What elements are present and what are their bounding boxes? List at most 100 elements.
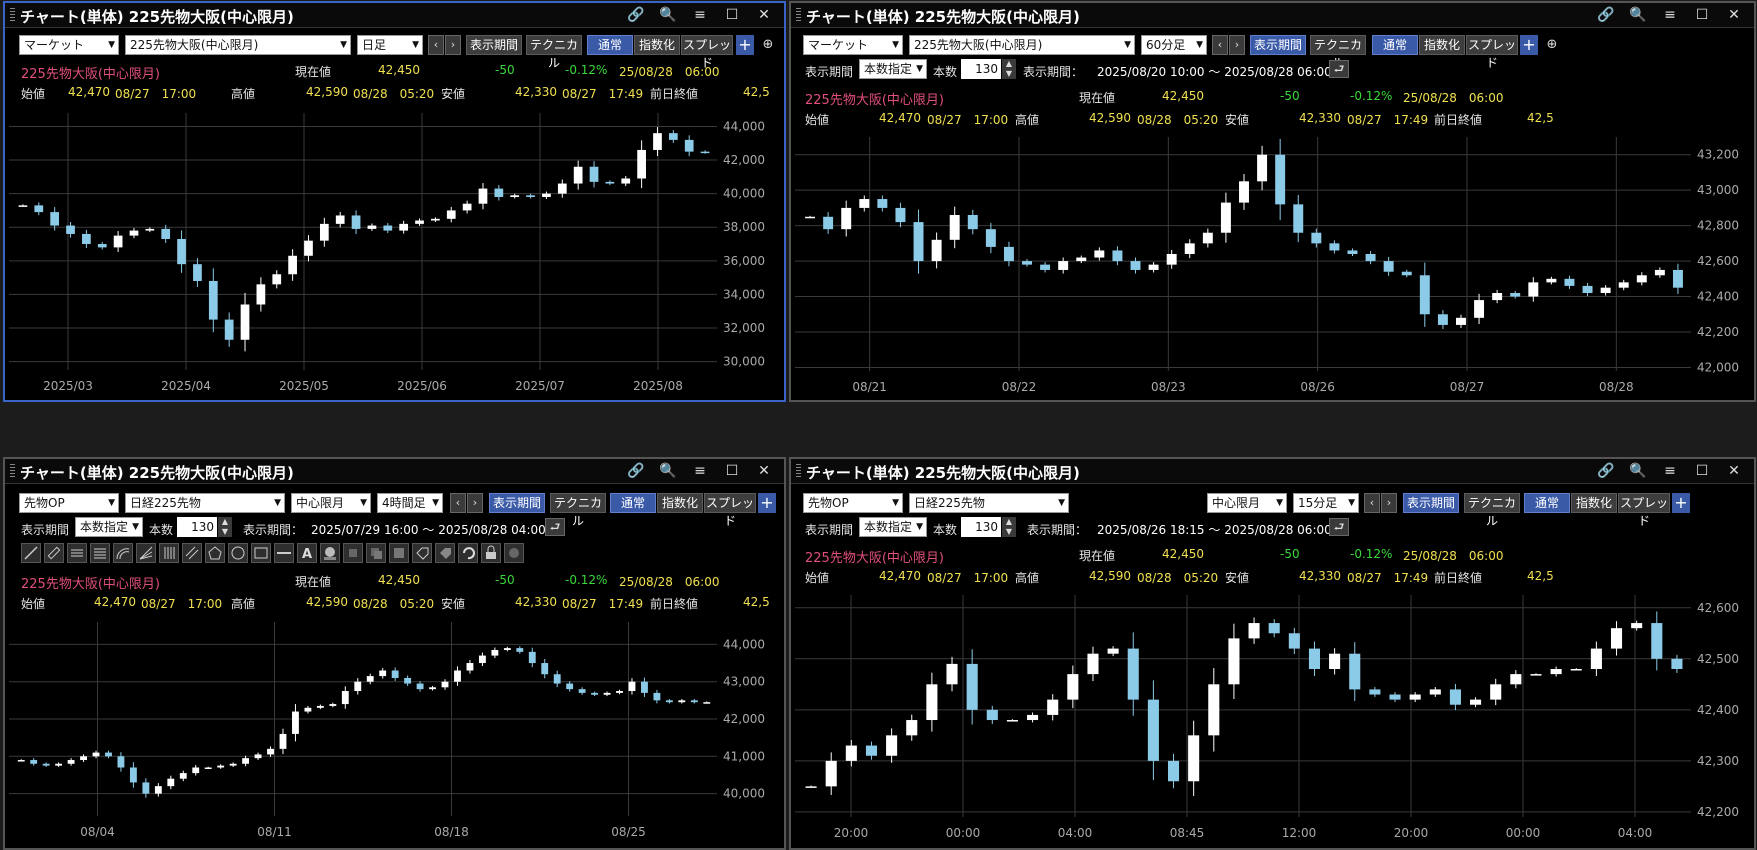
reload-icon[interactable]: ⮐ xyxy=(1329,518,1349,536)
panel-titlebar[interactable]: チャート(単体) 225先物大阪(中心限月) 🔗 🔍 ≡ ☐ ✕ xyxy=(5,459,784,484)
display-period-button[interactable]: 表示期間 xyxy=(1403,493,1459,513)
drag-grip-icon[interactable] xyxy=(10,8,15,22)
search-icon[interactable]: 🔍 xyxy=(659,7,677,23)
menu-icon[interactable]: ≡ xyxy=(1664,463,1676,479)
technical-button[interactable]: テクニカル xyxy=(1310,35,1366,70)
menu-icon[interactable]: ≡ xyxy=(1664,7,1676,23)
hline-tool-icon[interactable] xyxy=(67,543,87,563)
arc-tool-icon[interactable] xyxy=(113,543,133,563)
search-icon[interactable]: 🔍 xyxy=(659,463,677,479)
text-tool-icon[interactable]: A xyxy=(297,543,317,563)
symbol-select[interactable]: 225先物大阪(中心限月) ▼ xyxy=(909,35,1135,55)
vlines-tool-icon[interactable] xyxy=(159,543,179,563)
index-button[interactable]: 指数化 xyxy=(1419,35,1465,55)
add-icon[interactable]: + xyxy=(758,493,776,513)
market-select[interactable]: 先物OP ▼ xyxy=(803,493,903,513)
market-select[interactable]: マーケット ▼ xyxy=(19,35,119,55)
link-icon[interactable]: 🔗 xyxy=(627,463,645,479)
spread-button[interactable]: スプレッド xyxy=(1466,35,1518,70)
price-tool-icon[interactable] xyxy=(435,543,455,563)
symbol-select[interactable]: 日経225先物 ▼ xyxy=(125,493,285,513)
candlestick-chart[interactable]: 44,000 43,000 42,000 41,000 40,000 08/04 08/11… xyxy=(5,614,784,846)
next-arrow-icon[interactable]: › xyxy=(1229,35,1245,55)
circle-tool-icon[interactable] xyxy=(228,543,248,563)
normal-button[interactable]: 通常 xyxy=(610,493,656,513)
lock-tool-icon[interactable] xyxy=(481,543,501,563)
search-icon[interactable]: 🔍 xyxy=(1629,7,1647,23)
next-arrow-icon[interactable]: › xyxy=(445,35,461,55)
bars-input[interactable]: 130 xyxy=(961,517,1001,537)
display-period-button[interactable]: 表示期間 xyxy=(1250,35,1306,55)
chart-panel-daily[interactable]: チャート(単体) 225先物大阪(中心限月) 🔗 🔍 ≡ ☐ ✕ マーケット ▼ … xyxy=(3,1,786,402)
search-icon[interactable]: 🔍 xyxy=(1629,463,1647,479)
fan-tool-icon[interactable] xyxy=(136,543,156,563)
market-select[interactable]: 先物OP ▼ xyxy=(19,493,119,513)
reload-icon[interactable]: ⮐ xyxy=(545,518,565,536)
maximize-icon[interactable]: ☐ xyxy=(1695,7,1709,23)
bars-input[interactable]: 130 xyxy=(177,517,217,537)
add-icon[interactable]: + xyxy=(1672,493,1690,513)
close-icon[interactable]: ✕ xyxy=(1728,463,1740,479)
menu-icon[interactable]: ≡ xyxy=(694,463,706,479)
close-icon[interactable]: ✕ xyxy=(758,7,770,23)
dash-tool-icon[interactable] xyxy=(274,543,294,563)
market-select[interactable]: マーケット ▼ xyxy=(803,35,903,55)
menu-icon[interactable]: ≡ xyxy=(694,7,706,23)
timeframe-select[interactable]: 4時間足 ▼ xyxy=(377,493,443,513)
contract-select[interactable]: 中心限月 ▼ xyxy=(1207,493,1287,513)
add-icon[interactable]: + xyxy=(1520,35,1538,55)
bars-stepper-icon[interactable]: ▲ ▼ xyxy=(1002,517,1016,537)
symbol-select[interactable]: 日経225先物 ▼ xyxy=(909,493,1069,513)
contract-select[interactable]: 中心限月 ▼ xyxy=(291,493,371,513)
pentagon-tool-icon[interactable] xyxy=(205,543,225,563)
panel-titlebar[interactable]: チャート(単体) 225先物大阪(中心限月) 🔗 🔍 ≡ ☐ ✕ xyxy=(791,3,1754,28)
prev-arrow-icon[interactable]: ‹ xyxy=(428,35,444,55)
reload-icon[interactable]: ⮐ xyxy=(1329,60,1349,78)
index-button[interactable]: 指数化 xyxy=(1571,493,1617,513)
add-icon[interactable]: + xyxy=(736,35,754,55)
chart-panel-4hour[interactable]: チャート(単体) 225先物大阪(中心限月) 🔗 🔍 ≡ ☐ ✕ 先物OP ▼ 日… xyxy=(3,457,786,850)
display-period-button[interactable]: 表示期間 xyxy=(489,493,545,513)
normal-button[interactable]: 通常 xyxy=(1372,35,1418,55)
prev-arrow-icon[interactable]: ‹ xyxy=(1212,35,1228,55)
timeframe-select[interactable]: 日足 ▼ xyxy=(357,35,423,55)
timeframe-select[interactable]: 15分足 ▼ xyxy=(1293,493,1359,513)
tag-tool-icon[interactable] xyxy=(412,543,432,563)
zoom-icon[interactable]: ⊕ xyxy=(1546,37,1558,52)
next-arrow-icon[interactable]: › xyxy=(1381,493,1397,513)
candlestick-chart[interactable]: 42,600 42,500 42,400 42,300 42,200 20:00 00:00… xyxy=(791,587,1754,847)
symbol-select[interactable]: 225先物大阪(中心限月) ▼ xyxy=(125,35,351,55)
erase-tool-icon[interactable] xyxy=(389,543,409,563)
index-button[interactable]: 指数化 xyxy=(657,493,703,513)
prev-arrow-icon[interactable]: ‹ xyxy=(1364,493,1380,513)
spread-button[interactable]: スプレッド xyxy=(704,493,756,528)
panel-titlebar[interactable]: チャート(単体) 225先物大阪(中心限月) 🔗 🔍 ≡ ☐ ✕ xyxy=(5,3,784,28)
spread-button[interactable]: スプレッド xyxy=(681,35,733,70)
index-button[interactable]: 指数化 xyxy=(634,35,680,55)
bars-input[interactable]: 130 xyxy=(961,59,1001,79)
period-mode-select[interactable]: 本数指定 ▼ xyxy=(75,517,143,537)
display-period-button[interactable]: 表示期間 xyxy=(466,35,522,55)
prev-arrow-icon[interactable]: ‹ xyxy=(450,493,466,513)
drag-grip-icon[interactable] xyxy=(796,8,801,22)
undo-tool-icon[interactable] xyxy=(458,543,478,563)
candlestick-chart[interactable]: 43,200 43,000 42,800 42,600 42,400 42,200 42,0… xyxy=(791,129,1754,401)
panel-titlebar[interactable]: チャート(単体) 225先物大阪(中心限月) 🔗 🔍 ≡ ☐ ✕ xyxy=(791,459,1754,484)
brush-tool-icon[interactable] xyxy=(343,543,363,563)
drag-grip-icon[interactable] xyxy=(10,464,15,478)
next-arrow-icon[interactable]: › xyxy=(467,493,483,513)
chart-panel-60min[interactable]: チャート(単体) 225先物大阪(中心限月) 🔗 🔍 ≡ ☐ ✕ マーケット ▼ … xyxy=(789,1,1756,402)
link-icon[interactable]: 🔗 xyxy=(1597,463,1615,479)
technical-button[interactable]: テクニカル xyxy=(526,35,582,70)
copy-tool-icon[interactable] xyxy=(366,543,386,563)
close-icon[interactable]: ✕ xyxy=(758,463,770,479)
rect-tool-icon[interactable] xyxy=(251,543,271,563)
icon-tool-icon[interactable] xyxy=(320,543,340,563)
maximize-icon[interactable]: ☐ xyxy=(725,7,739,23)
ruler-tool-icon[interactable] xyxy=(44,543,64,563)
link-icon[interactable]: 🔗 xyxy=(627,7,645,23)
zoom-icon[interactable]: ⊕ xyxy=(762,37,774,52)
maximize-icon[interactable]: ☐ xyxy=(1695,463,1709,479)
close-icon[interactable]: ✕ xyxy=(1728,7,1740,23)
chart-panel-15min[interactable]: チャート(単体) 225先物大阪(中心限月) 🔗 🔍 ≡ ☐ ✕ 先物OP ▼ 日… xyxy=(789,457,1756,850)
